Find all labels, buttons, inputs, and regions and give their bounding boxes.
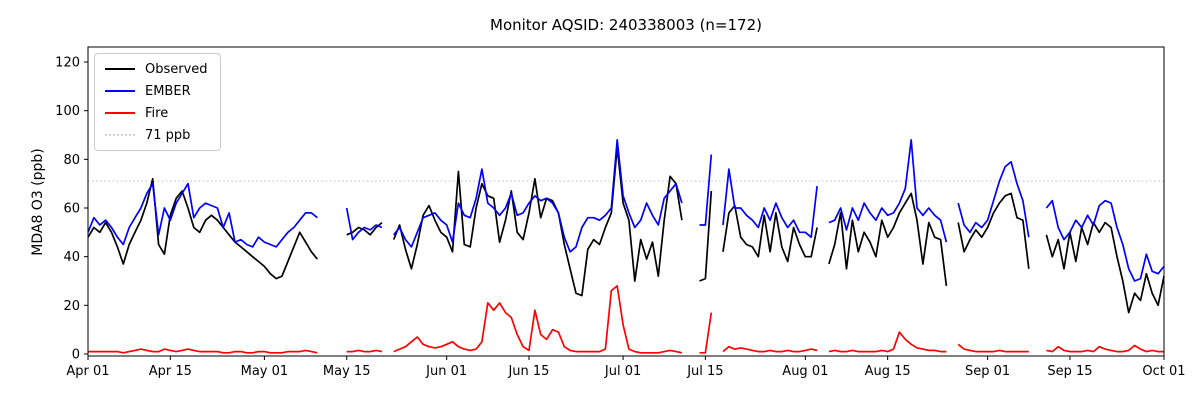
- ember-line-swatch: [105, 90, 135, 92]
- legend-label-observed: Observed: [145, 61, 208, 77]
- legend-label-threshold: 71 ppb: [145, 127, 191, 143]
- x-tick-label: Aug 01: [782, 364, 828, 379]
- y-tick-label: 80: [63, 153, 80, 168]
- x-tick-label: May 15: [323, 364, 371, 379]
- legend-item-threshold: 71 ppb: [105, 127, 208, 143]
- legend-label-ember: EMBER: [145, 83, 191, 99]
- plot-border: [87, 46, 1165, 357]
- x-tick-label: Apr 15: [149, 364, 192, 379]
- x-tick-label: Oct 01: [1142, 364, 1185, 379]
- threshold-line-swatch: [105, 134, 135, 136]
- data-series: [87, 139, 1165, 354]
- legend-item-ember: EMBER: [105, 83, 208, 99]
- x-tick-label: Jul 01: [604, 364, 641, 379]
- x-tick-label: Jun 01: [425, 364, 467, 379]
- x-tick-label: Apr 01: [66, 364, 109, 379]
- series-line-fire: [88, 285, 1164, 354]
- y-tick-label: 40: [63, 250, 80, 265]
- axes: Apr 01 Apr 15 May 01 May 15 Jun 01 Jun 15 Jul …: [55, 56, 1185, 380]
- x-tick-label: Sep 15: [1047, 364, 1092, 379]
- y-tick-label: 0: [72, 348, 80, 363]
- y-axis-label: MDA8 O3 (ppb): [30, 148, 46, 256]
- y-tick-label: 120: [55, 56, 80, 71]
- legend-item-fire: Fire: [105, 105, 208, 121]
- y-tick-label: 100: [55, 104, 80, 119]
- fire-line-swatch: [105, 112, 135, 114]
- y-tick-label: 60: [63, 202, 80, 217]
- observed-line-swatch: [105, 68, 135, 70]
- series-line-ember: [87, 139, 1165, 282]
- x-tick-label: Jul 15: [686, 364, 723, 379]
- x-tick-label: May 01: [241, 364, 289, 379]
- x-tick-label: Jun 15: [507, 364, 549, 379]
- legend: Observed EMBER Fire 71 ppb: [94, 53, 221, 151]
- x-tick-label: Sep 01: [965, 364, 1010, 379]
- y-tick-label: 20: [63, 299, 80, 314]
- legend-label-fire: Fire: [145, 105, 169, 121]
- chart-title: Monitor AQSID: 240338003 (n=172): [490, 16, 762, 34]
- x-tick-label: Aug 15: [865, 364, 911, 379]
- legend-item-observed: Observed: [105, 61, 208, 77]
